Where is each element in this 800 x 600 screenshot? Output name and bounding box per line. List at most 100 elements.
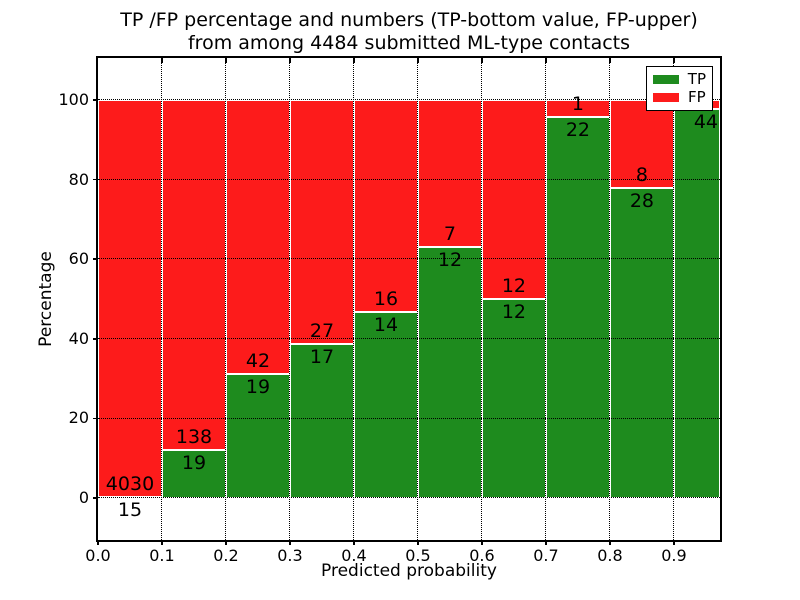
x-tick-top-7 bbox=[545, 58, 547, 63]
y-tick-20 bbox=[93, 417, 98, 420]
tp-legend-label: TP bbox=[687, 70, 706, 88]
bar-segment-tp-5 bbox=[417, 246, 482, 498]
x-tick-bottom-9 bbox=[673, 540, 675, 545]
y-tick-60 bbox=[93, 258, 98, 260]
bar-segment-fp-0 bbox=[98, 99, 162, 497]
y-gridline-100 bbox=[98, 99, 720, 101]
bar-label-tp-3: 17 bbox=[309, 346, 335, 369]
y-tick-100 bbox=[93, 99, 98, 101]
bar-label-fp-5: 7 bbox=[443, 222, 456, 245]
y-tick-80 bbox=[93, 178, 98, 181]
x-gridline-1 bbox=[161, 58, 163, 540]
x-tick-top-4 bbox=[353, 58, 355, 63]
x-tick-top-3 bbox=[289, 58, 291, 63]
x-tick-bottom-4 bbox=[353, 540, 355, 545]
x-gridline-2 bbox=[225, 58, 227, 540]
x-tick-bottom-3 bbox=[289, 540, 291, 545]
y-tick-label-0: 0 bbox=[78, 488, 89, 507]
bar-segment-tp-7 bbox=[545, 117, 610, 498]
fp-legend-label: FP bbox=[688, 88, 706, 106]
bar-segment-tp-6 bbox=[481, 299, 546, 498]
x-tick-bottom-1 bbox=[161, 540, 163, 545]
bar-segment-fp-2 bbox=[225, 99, 290, 375]
bar-segment-tp-9 bbox=[673, 108, 720, 498]
bar-label-tp-2: 19 bbox=[245, 376, 271, 399]
legend-item-tp: TP bbox=[653, 72, 706, 87]
y-gridline-40 bbox=[98, 338, 720, 340]
bar-segment-fp-6 bbox=[481, 99, 546, 299]
legend-item-fp: FP bbox=[653, 90, 706, 105]
bar-segment-tp-3 bbox=[289, 344, 354, 498]
bar-label-fp-4: 16 bbox=[373, 288, 399, 311]
bar-label-tp-9: 44 bbox=[693, 110, 718, 133]
bar-label-fp-3: 27 bbox=[309, 320, 335, 343]
y-gridline-20 bbox=[98, 417, 720, 419]
bar-segment-fp-4 bbox=[353, 99, 418, 313]
x-tick-top-5 bbox=[417, 58, 419, 63]
x-tick-bottom-7 bbox=[545, 540, 547, 545]
bar-label-tp-0: 15 bbox=[117, 498, 143, 521]
bar-label-fp-6: 12 bbox=[501, 275, 527, 297]
x-tick-label-7: 0.7 bbox=[533, 546, 559, 565]
y-gridline-60 bbox=[98, 258, 720, 260]
x-gridline-4 bbox=[353, 58, 355, 540]
plot-area: 403015138194219271716147121212122828144 … bbox=[98, 58, 720, 540]
x-tick-top-1 bbox=[161, 58, 163, 63]
x-tick-label-0: 0.0 bbox=[85, 546, 111, 565]
bar-label-tp-5: 12 bbox=[437, 248, 463, 271]
x-tick-label-6: 0.6 bbox=[469, 546, 495, 565]
bar-label-tp-7: 22 bbox=[565, 119, 591, 142]
bar-segment-fp-3 bbox=[289, 99, 354, 345]
y-tick-40 bbox=[93, 338, 98, 340]
bar-label-fp-8: 8 bbox=[635, 164, 648, 187]
y-tick-label-20: 20 bbox=[68, 408, 89, 428]
x-tick-bottom-0 bbox=[97, 540, 99, 545]
y-gridline-0 bbox=[98, 497, 720, 499]
y-gridline-80 bbox=[98, 178, 720, 180]
x-tick-top-9 bbox=[673, 58, 675, 63]
bar-segment-tp-8 bbox=[609, 188, 674, 498]
x-tick-label-3: 0.3 bbox=[277, 546, 303, 565]
bar-segment-fp-8 bbox=[609, 99, 674, 189]
x-tick-top-8 bbox=[609, 58, 611, 63]
x-gridline-5 bbox=[417, 58, 419, 540]
x-axis-label: Predicted probability bbox=[321, 561, 497, 581]
x-gridline-6 bbox=[481, 58, 483, 540]
bar-segment-tp-1 bbox=[161, 449, 226, 498]
bar-label-tp-4: 14 bbox=[373, 314, 399, 337]
bar-label-tp-8: 28 bbox=[629, 190, 655, 213]
x-gridline-3 bbox=[289, 58, 291, 540]
y-tick-label-60: 60 bbox=[68, 249, 89, 269]
x-gridline-7 bbox=[545, 58, 547, 540]
bar-label-fp-0: 4030 bbox=[105, 472, 155, 495]
x-tick-label-8: 0.8 bbox=[597, 546, 623, 565]
x-tick-label-1: 0.1 bbox=[149, 546, 175, 565]
y-tick-0 bbox=[93, 497, 98, 499]
bar-label-tp-1: 19 bbox=[181, 451, 207, 474]
x-tick-bottom-8 bbox=[609, 540, 611, 545]
x-tick-bottom-6 bbox=[481, 540, 483, 545]
x-gridline-9 bbox=[673, 58, 675, 540]
bar-label-fp-1: 138 bbox=[175, 425, 213, 448]
bar-label-tp-6: 12 bbox=[501, 301, 527, 323]
bar-segment-tp-4 bbox=[353, 312, 418, 498]
x-tick-label-5: 0.5 bbox=[405, 546, 431, 565]
bar-label-fp-2: 42 bbox=[245, 350, 271, 373]
x-tick-bottom-2 bbox=[225, 540, 227, 545]
fp-legend-swatch-icon bbox=[653, 93, 679, 102]
bar-label-fp-7: 1 bbox=[571, 93, 584, 116]
chart-title-line2: from among 4484 submitted ML-type contac… bbox=[187, 32, 631, 54]
tp-legend-swatch-icon bbox=[653, 75, 679, 84]
x-gridline-8 bbox=[609, 58, 611, 540]
y-tick-label-100: 100 bbox=[58, 89, 89, 109]
bar-segment-fp-1 bbox=[161, 99, 226, 450]
x-tick-top-2 bbox=[225, 58, 227, 63]
x-tick-bottom-5 bbox=[417, 540, 419, 545]
chart-title: TP /FP percentage and numbers (TP-bottom… bbox=[98, 9, 720, 55]
y-tick-label-80: 80 bbox=[68, 169, 89, 189]
x-tick-label-4: 0.4 bbox=[341, 546, 367, 565]
chart-title-line1: TP /FP percentage and numbers (TP-bottom… bbox=[120, 9, 698, 31]
legend: TP FP bbox=[646, 66, 713, 111]
x-tick-label-2: 0.2 bbox=[213, 546, 239, 565]
